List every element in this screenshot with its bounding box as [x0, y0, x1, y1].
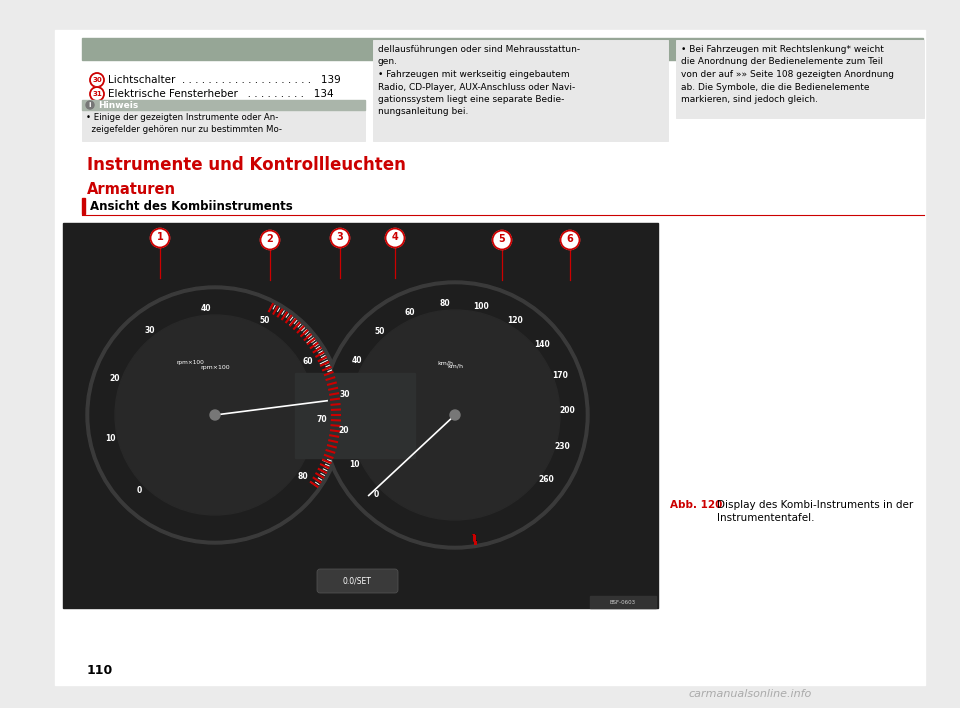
- Text: 10: 10: [349, 460, 360, 469]
- Text: 0: 0: [136, 486, 142, 495]
- Text: Hinweis: Hinweis: [98, 101, 138, 110]
- Text: 50: 50: [374, 328, 385, 336]
- Bar: [665, 490, 923, 608]
- Bar: [590, 596, 656, 608]
- Text: 200: 200: [559, 406, 575, 416]
- Circle shape: [330, 229, 349, 248]
- Circle shape: [450, 410, 460, 420]
- Text: km/h: km/h: [437, 360, 453, 365]
- Text: 170: 170: [552, 371, 567, 380]
- Circle shape: [86, 286, 344, 544]
- FancyBboxPatch shape: [317, 569, 398, 593]
- Text: 2: 2: [267, 234, 274, 244]
- Text: 20: 20: [339, 426, 349, 435]
- Text: 140: 140: [534, 340, 549, 348]
- Circle shape: [115, 315, 315, 515]
- Text: 5: 5: [498, 234, 505, 244]
- Text: Display des Kombi-Instruments in der
Instrumententafel.: Display des Kombi-Instruments in der Ins…: [717, 500, 913, 523]
- Text: carmanualsonline.info: carmanualsonline.info: [688, 689, 811, 699]
- Text: Armaturen: Armaturen: [87, 181, 176, 197]
- Text: Instrumente und Kontrollleuchten: Instrumente und Kontrollleuchten: [87, 156, 406, 174]
- Text: dellausführungen oder sind Mehrausstattun-
gen.
• Fahrzeugen mit werkseitig eing: dellausführungen oder sind Mehrausstattu…: [378, 45, 580, 117]
- Text: Abb. 120: Abb. 120: [670, 500, 722, 510]
- Circle shape: [321, 281, 589, 549]
- Text: 70: 70: [317, 415, 327, 424]
- Text: • Bei Fahrzeugen mit Rechtslenkung* weicht
die Anordnung der Bedienelemente zum : • Bei Fahrzeugen mit Rechtslenkung* weic…: [681, 45, 894, 104]
- Text: 6: 6: [566, 234, 573, 244]
- Bar: [82, 198, 85, 214]
- Circle shape: [350, 310, 560, 520]
- Bar: [82, 100, 365, 110]
- Circle shape: [561, 231, 580, 249]
- Text: 260: 260: [539, 475, 555, 484]
- Bar: [82, 38, 923, 60]
- Circle shape: [86, 101, 94, 109]
- Circle shape: [90, 87, 104, 101]
- Bar: [373, 40, 668, 141]
- Circle shape: [90, 290, 340, 540]
- Text: 0.0/SET: 0.0/SET: [343, 576, 372, 586]
- Text: 30: 30: [145, 326, 156, 335]
- Circle shape: [260, 231, 279, 249]
- Text: 20: 20: [109, 374, 120, 383]
- Text: 31: 31: [92, 91, 102, 96]
- Text: 80: 80: [298, 472, 308, 481]
- Circle shape: [325, 285, 585, 545]
- Text: i: i: [88, 102, 91, 108]
- Text: 60: 60: [302, 357, 313, 366]
- Text: 1: 1: [156, 232, 163, 243]
- Circle shape: [210, 410, 220, 420]
- Text: 10: 10: [106, 434, 116, 442]
- Text: 3: 3: [337, 232, 344, 243]
- Text: 0: 0: [373, 490, 378, 498]
- Text: 110: 110: [87, 663, 113, 677]
- Text: 100: 100: [473, 302, 490, 311]
- Text: Elektrische Fensterheber   . . . . . . . . .   134: Elektrische Fensterheber . . . . . . . .…: [108, 89, 334, 99]
- Circle shape: [151, 229, 170, 248]
- Text: 4: 4: [392, 232, 398, 243]
- Bar: [676, 40, 924, 118]
- Text: Lichtschalter  . . . . . . . . . . . . . . . . . . . .   139: Lichtschalter . . . . . . . . . . . . . …: [108, 75, 341, 85]
- Text: 120: 120: [507, 316, 522, 325]
- Text: 80: 80: [440, 299, 450, 308]
- Text: BSF-0603: BSF-0603: [610, 600, 636, 605]
- Text: Ansicht des Kombiinstruments: Ansicht des Kombiinstruments: [90, 200, 293, 212]
- Text: 50: 50: [259, 316, 270, 324]
- Text: 30: 30: [92, 76, 102, 83]
- Text: 60: 60: [405, 308, 416, 317]
- Text: km/h: km/h: [447, 363, 463, 368]
- Text: Bedienung: Bedienung: [465, 42, 540, 55]
- Circle shape: [386, 229, 404, 248]
- Text: • Einige der gezeigten Instrumente oder An-
  zeigefelder gehören nur zu bestimm: • Einige der gezeigten Instrumente oder …: [86, 113, 282, 135]
- Text: 30: 30: [340, 389, 350, 399]
- Bar: [63, 223, 658, 608]
- Bar: [295, 373, 415, 458]
- Bar: [82, 100, 365, 141]
- Text: 40: 40: [201, 304, 211, 313]
- Circle shape: [90, 73, 104, 87]
- Text: rpm×100: rpm×100: [201, 365, 229, 370]
- Text: 40: 40: [352, 355, 363, 365]
- Text: 230: 230: [555, 442, 570, 451]
- Circle shape: [492, 231, 512, 249]
- Text: rpm×100: rpm×100: [176, 360, 204, 365]
